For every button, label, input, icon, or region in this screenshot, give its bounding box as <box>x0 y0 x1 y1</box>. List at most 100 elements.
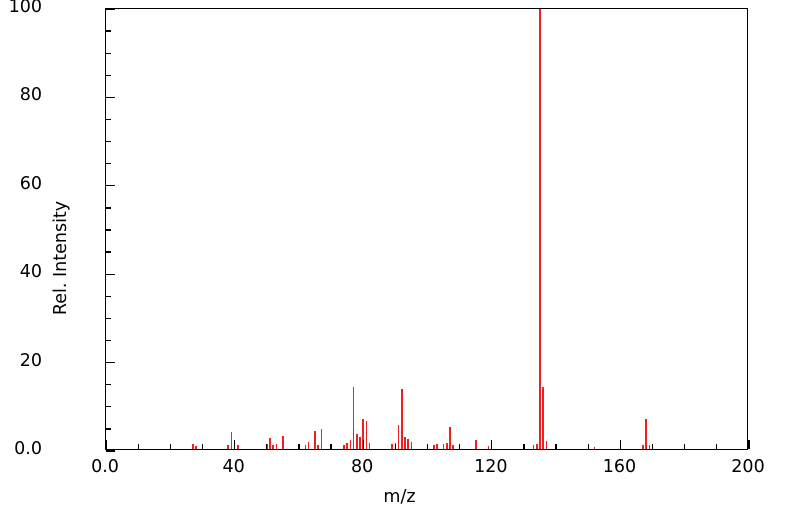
spectrum-peak <box>355 433 358 449</box>
x-tick-minor <box>651 444 654 449</box>
y-tick-label: 60 <box>19 173 42 194</box>
spectrum-peak <box>407 439 409 449</box>
spectrum-peak <box>269 438 271 449</box>
spectrum-peak <box>391 444 393 449</box>
spectrum-peak <box>227 445 229 449</box>
y-tick-minor <box>106 229 111 231</box>
y-tick-label: 0.0 <box>14 439 42 459</box>
spectrum-peak <box>368 442 371 449</box>
y-tick-major <box>106 450 115 452</box>
spectrum-peak <box>642 445 644 449</box>
x-tick-minor <box>169 444 171 449</box>
y-tick-major <box>106 8 115 10</box>
x-tick-minor <box>523 444 525 449</box>
spectrum-peak <box>648 445 651 449</box>
spectrum-peak <box>452 445 454 449</box>
spectrum-peak <box>230 432 233 449</box>
spectrum-peak <box>397 425 400 449</box>
spectrum-peak <box>445 443 448 449</box>
x-tick-minor <box>298 444 300 449</box>
spectrum-peak <box>539 9 541 449</box>
x-tick-minor <box>426 444 429 449</box>
x-tick-minor <box>201 444 204 449</box>
spectrum-peak <box>195 446 197 449</box>
spectrum-peak <box>474 440 477 449</box>
x-tick-label: 0.0 <box>91 457 119 477</box>
y-tick-minor <box>106 251 111 253</box>
y-tick-minor <box>106 207 111 209</box>
y-tick-label: 100 <box>8 0 42 17</box>
spectrum-peak <box>275 444 278 449</box>
x-tick-minor <box>330 444 332 449</box>
x-tick-major <box>362 440 364 449</box>
spectrum-peak <box>410 441 413 449</box>
spectrum-peak <box>346 443 348 449</box>
spectrum-peaks <box>106 9 747 449</box>
spectrum-peak <box>343 445 345 449</box>
x-tick-minor <box>137 444 139 449</box>
y-tick-label: 80 <box>19 85 42 106</box>
x-tick-label: 200 <box>731 457 765 477</box>
y-tick-major <box>106 185 115 187</box>
y-tick-minor <box>106 30 111 32</box>
y-tick-minor <box>106 339 111 342</box>
x-tick-minor <box>459 444 461 449</box>
spectrum-peak <box>404 436 406 449</box>
y-tick-minor <box>106 428 111 430</box>
x-tick-major <box>233 440 236 449</box>
y-tick-label: 20 <box>19 350 42 371</box>
y-tick-major <box>106 96 115 99</box>
spectrum-peak <box>359 436 361 449</box>
y-tick-major <box>106 361 115 364</box>
x-tick-minor <box>716 444 718 449</box>
spectrum-peak <box>442 444 445 449</box>
spectrum-peak <box>307 441 310 449</box>
spectrum-peak <box>532 445 535 449</box>
spectrum-peak <box>542 387 545 449</box>
y-tick-minor <box>106 406 111 408</box>
y-tick-minor <box>106 295 111 297</box>
spectrum-peak <box>314 431 316 449</box>
spectrum-peak <box>304 445 307 449</box>
spectrum-peak <box>449 426 451 449</box>
spectrum-peak <box>365 420 368 449</box>
y-tick-minor <box>106 317 111 320</box>
spectrum-peak <box>272 445 274 449</box>
x-tick-label: 160 <box>602 457 637 477</box>
spectrum-peak <box>349 440 352 449</box>
x-axis-title: m/z <box>383 487 416 507</box>
spectrum-peak <box>317 444 319 449</box>
spectrum-peak <box>320 429 323 449</box>
y-tick-minor <box>106 118 111 121</box>
y-tick-minor <box>106 140 111 143</box>
y-axis-title: Rel. Intensity <box>51 200 72 316</box>
x-tick-label: 120 <box>474 457 508 477</box>
spectrum-peak <box>237 444 239 449</box>
spectrum-peak <box>536 443 538 449</box>
x-tick-label: 80 <box>351 457 374 477</box>
y-tick-major <box>106 273 115 275</box>
x-tick-major <box>748 440 750 449</box>
x-tick-minor <box>684 444 686 449</box>
spectrum-peak <box>362 418 364 449</box>
spectrum-peak <box>487 445 490 449</box>
spectrum-peak <box>593 446 596 449</box>
spectrum-peak <box>433 445 435 449</box>
x-tick-major <box>619 440 622 449</box>
x-tick-major <box>105 440 107 449</box>
y-tick-minor <box>106 384 111 386</box>
spectrum-peak <box>436 443 438 449</box>
x-tick-minor <box>555 444 557 449</box>
x-tick-minor <box>266 444 268 449</box>
spectrum-peak <box>192 443 194 449</box>
x-tick-minor <box>587 444 589 449</box>
x-tick-label: 40 <box>222 457 245 477</box>
y-tick-minor <box>106 52 111 54</box>
plot-area <box>105 8 750 452</box>
spectrum-peak <box>352 387 355 449</box>
x-tick-minor <box>394 444 396 449</box>
spectrum-peak <box>400 389 403 449</box>
spectrum-peak <box>645 418 647 449</box>
y-tick-label: 40 <box>19 262 42 283</box>
